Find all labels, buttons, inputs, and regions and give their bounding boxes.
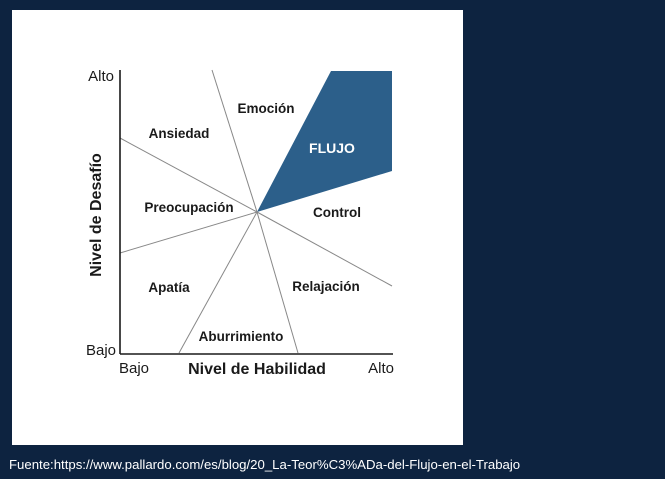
divider-line [256,211,299,354]
x-axis-low-label: Bajo [119,360,149,377]
y-axis-high-label: Alto [88,68,114,85]
diagram-panel: Alto Bajo Bajo Alto Nivel de Habilidad N… [12,10,463,445]
flow-theory-diagram: Alto Bajo Bajo Alto Nivel de Habilidad N… [86,68,394,378]
y-axis-low-label: Bajo [86,342,116,359]
region-label-control: Control [313,205,361,220]
divider-line [178,211,258,354]
region-label-emocion: Emoción [237,101,294,116]
x-axis-high-label: Alto [368,360,394,377]
divider-line [256,211,393,287]
divider-line [119,137,258,213]
flujo-region [257,71,392,212]
region-label-flujo: FLUJO [309,140,355,156]
region-label-aburrimiento: Aburrimiento [199,329,284,344]
x-axis-title: Nivel de Habilidad [188,361,326,378]
divider-line [119,211,258,254]
region-label-apatia: Apatía [148,280,190,295]
region-label-preocupacion: Preocupación [144,200,233,215]
source-caption: Fuente:https://www.pallardo.com/es/blog/… [9,457,521,472]
region-dividers [119,69,393,354]
region-label-relajacion: Relajación [292,279,360,294]
region-label-ansiedad: Ansiedad [149,126,210,141]
axes [119,70,393,355]
divider-line [211,69,258,213]
y-axis-title: Nivel de Desafío [88,153,105,277]
